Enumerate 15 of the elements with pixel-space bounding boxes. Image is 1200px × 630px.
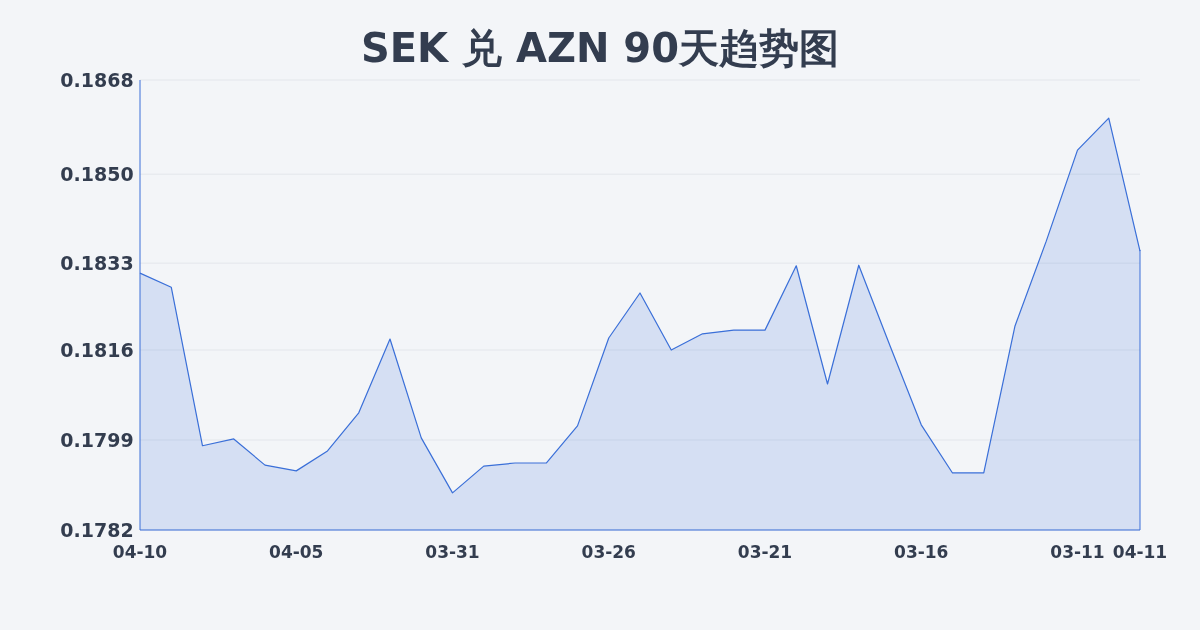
y-tick-label: 0.1833 (60, 252, 134, 275)
x-tick-label: 04-05 (269, 542, 324, 562)
x-tick-label: 03-26 (581, 542, 636, 562)
y-tick-label: 0.1868 (60, 69, 134, 91)
y-tick-label: 0.1799 (60, 429, 134, 451)
x-tick-label: 04-10 (112, 542, 168, 562)
x-tick-label: 04-11 (1112, 542, 1168, 562)
y-tick-label: 0.1816 (60, 339, 134, 361)
x-tick-label: 03-16 (894, 542, 949, 562)
x-tick-label: 03-21 (737, 542, 793, 562)
chart-title: SEK 兑 AZN 90天趋势图 (360, 25, 840, 71)
y-tick-label: 0.1782 (60, 519, 134, 541)
y-tick-label: 0.1850 (60, 163, 134, 186)
x-tick-label: 03-31 (425, 542, 480, 562)
x-tick-label: 03-11 (1050, 542, 1105, 562)
